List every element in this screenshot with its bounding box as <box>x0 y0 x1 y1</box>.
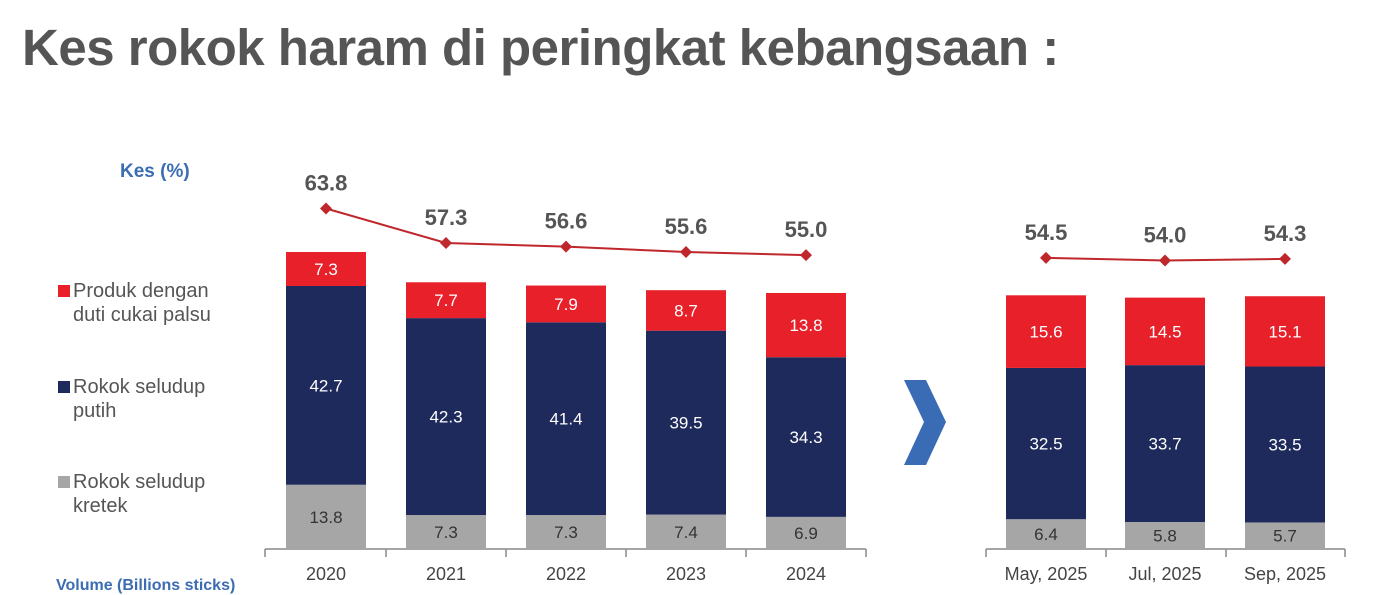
y-axis-label: Kes (%) <box>120 161 190 182</box>
bar-segment <box>406 515 486 549</box>
x-tick-label: May, 2025 <box>1005 564 1088 584</box>
bar-segment <box>1125 522 1205 549</box>
total-marker <box>1159 254 1171 267</box>
total-marker <box>560 240 572 253</box>
data-label: 15.1 <box>1268 322 1301 341</box>
legend-label: Rokok seludup <box>73 376 206 398</box>
bar-segment <box>766 516 846 549</box>
data-label: 15.6 <box>1029 323 1062 342</box>
bar-segment <box>526 285 606 323</box>
total-label: 55.0 <box>785 217 828 242</box>
total-label: 63.8 <box>305 170 348 195</box>
bar-segment <box>646 330 726 515</box>
legend-label: Produk dengan <box>73 280 209 302</box>
data-label: 7.3 <box>314 260 338 279</box>
total-label: 54.5 <box>1025 220 1068 245</box>
bar-segment <box>286 252 366 286</box>
data-label: 33.5 <box>1268 435 1301 454</box>
bar-segment <box>1006 519 1086 549</box>
bar-segment <box>646 514 726 549</box>
total-label: 54.0 <box>1144 222 1187 247</box>
data-label: 7.7 <box>434 291 458 310</box>
total-marker <box>1040 251 1052 264</box>
total-label: 54.3 <box>1264 221 1307 246</box>
bar-segment <box>766 357 846 517</box>
data-label: 34.3 <box>789 428 822 447</box>
data-label: 6.4 <box>1034 525 1058 544</box>
legend-item-white: Rokok seludup putih <box>58 375 205 423</box>
legend-swatch-gray <box>58 476 70 488</box>
total-marker <box>320 202 332 215</box>
data-label: 42.3 <box>429 408 462 427</box>
data-label: 42.7 <box>309 376 342 395</box>
x-tick-label: Jul, 2025 <box>1128 564 1201 584</box>
x-tick-label: 2021 <box>426 564 466 584</box>
total-label: 55.6 <box>665 214 708 239</box>
data-label: 39.5 <box>669 414 702 433</box>
data-label: 7.4 <box>674 523 698 542</box>
page-title: Kes rokok haram di peringkat kebangsaan … <box>22 19 1059 76</box>
bar-segment <box>646 290 726 331</box>
data-label: 5.7 <box>1273 527 1297 546</box>
x-tick-label: 2020 <box>306 564 346 584</box>
legend-item-fake-duty: Produk dengan duti cukai palsu <box>58 279 211 327</box>
data-label: 32.5 <box>1029 435 1062 454</box>
total-marker <box>800 249 812 262</box>
data-label: 13.8 <box>789 316 822 335</box>
chevron-right-icon <box>904 380 946 465</box>
legend-label: putih <box>73 400 117 422</box>
data-label: 41.4 <box>549 410 582 429</box>
total-label: 56.6 <box>545 209 588 234</box>
data-label: 6.9 <box>794 524 818 543</box>
x-tick-label: Sep, 2025 <box>1244 564 1326 584</box>
bar-segment <box>406 318 486 516</box>
bar-segment <box>526 322 606 516</box>
bar-segment <box>1245 522 1325 549</box>
legend-label: kretek <box>73 495 128 517</box>
total-marker <box>440 236 452 249</box>
bar-segment <box>766 292 846 358</box>
bar-segment <box>1006 367 1086 520</box>
bar-segment <box>286 285 366 485</box>
data-label: 5.8 <box>1153 527 1177 546</box>
legend-item-kretek: Rokok seludup kretek <box>58 470 205 518</box>
x-tick-label: 2024 <box>786 564 826 584</box>
data-label: 7.3 <box>434 523 458 542</box>
legend-label: duti cukai palsu <box>73 304 211 326</box>
data-label: 13.8 <box>309 508 342 527</box>
bar-segment <box>1006 295 1086 368</box>
legend-swatch-navy <box>58 381 70 393</box>
legend-label: Rokok seludup <box>73 471 206 493</box>
legend-swatch-red <box>58 285 70 297</box>
x-tick-label: 2022 <box>546 564 586 584</box>
bar-segment <box>1245 296 1325 367</box>
bar-segment <box>1245 366 1325 523</box>
data-label: 7.9 <box>554 295 578 314</box>
data-label: 8.7 <box>674 301 698 320</box>
bar-segment <box>406 282 486 319</box>
total-marker <box>1279 252 1291 265</box>
bar-segment <box>1125 365 1205 523</box>
bar-segment <box>286 484 366 549</box>
data-label: 7.3 <box>554 523 578 542</box>
data-label: 33.7 <box>1148 435 1181 454</box>
total-marker <box>680 245 692 258</box>
bar-segment <box>526 515 606 549</box>
data-label: 14.5 <box>1148 322 1181 341</box>
total-label: 57.3 <box>425 205 468 230</box>
x-tick-label: 2023 <box>666 564 706 584</box>
bar-segment <box>1125 297 1205 366</box>
